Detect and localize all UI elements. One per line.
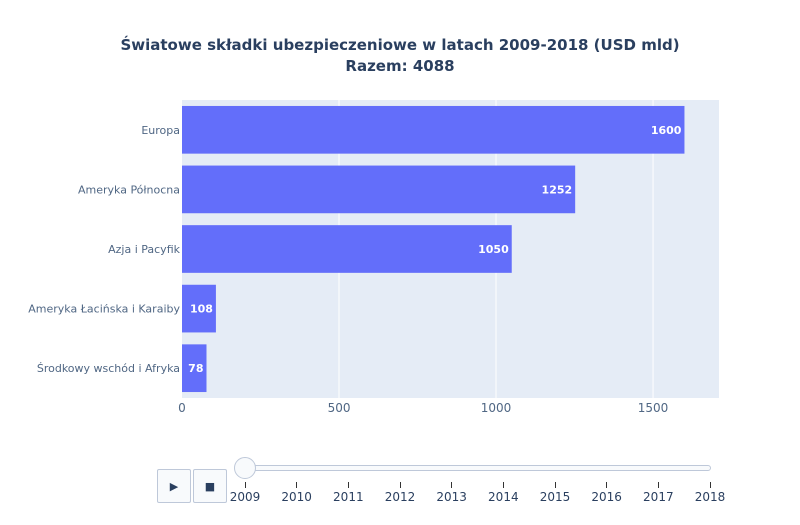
category-label: Azja i Pacyfik bbox=[108, 243, 181, 256]
play-button[interactable]: ▶ bbox=[157, 469, 191, 503]
slider-tick bbox=[244, 482, 246, 488]
slider-step-2010[interactable]: 2010 bbox=[272, 482, 322, 504]
slider-step-label: 2012 bbox=[384, 490, 416, 504]
slider-tick bbox=[347, 482, 349, 488]
year-slider-rail[interactable] bbox=[243, 465, 711, 471]
bar bbox=[182, 284, 216, 333]
slider-tick bbox=[606, 482, 608, 488]
slider-step-2012[interactable]: 2012 bbox=[375, 482, 425, 504]
bar bbox=[182, 105, 685, 154]
data-label: 78 bbox=[188, 362, 203, 375]
slider-step-label: 2015 bbox=[539, 490, 571, 504]
slider-tick bbox=[657, 482, 659, 488]
data-label: 1050 bbox=[478, 243, 509, 256]
slider-tick bbox=[502, 482, 504, 488]
slider-step-label: 2011 bbox=[333, 490, 364, 504]
play-icon: ▶ bbox=[169, 479, 179, 493]
slider-tick bbox=[709, 482, 711, 488]
slider-step-2013[interactable]: 2013 bbox=[427, 482, 477, 504]
x-tick-label: 1500 bbox=[638, 401, 669, 415]
slider-step-label: 2014 bbox=[488, 490, 519, 504]
slider-step-label: 2009 bbox=[229, 490, 261, 504]
slider-tick bbox=[399, 482, 401, 488]
chart-subtitle-total: Razem: 4088 bbox=[345, 57, 455, 75]
bar-chart: 0 500 1000 1500 Europa 1600 Ameryka Północna 12… bbox=[28, 100, 719, 415]
category-label: Środkowy wschód i Afryka bbox=[37, 362, 180, 375]
slider-step-2015[interactable]: 2015 bbox=[530, 482, 580, 504]
slider-step-label: 2010 bbox=[281, 490, 312, 504]
x-tick-label: 0 bbox=[178, 401, 186, 415]
chart-title: Światowe składki ubezpieczeniowe w latac… bbox=[120, 36, 680, 54]
slider-tick bbox=[451, 482, 453, 488]
slider-step-2018[interactable]: 2018 bbox=[685, 482, 735, 504]
bar bbox=[182, 165, 576, 214]
bar bbox=[182, 225, 512, 273]
slider-step-2017[interactable]: 2017 bbox=[633, 482, 683, 504]
category-label: Europa bbox=[141, 124, 180, 137]
slider-step-label: 2013 bbox=[436, 490, 467, 504]
slider-step-label: 2016 bbox=[591, 490, 622, 504]
stop-icon: ■ bbox=[204, 479, 216, 493]
bar bbox=[182, 344, 207, 393]
stop-button[interactable]: ■ bbox=[193, 469, 227, 503]
category-label: Ameryka Łacińska i Karaiby bbox=[28, 303, 180, 316]
data-label: 1600 bbox=[651, 124, 682, 137]
x-tick-label: 1000 bbox=[481, 401, 512, 415]
slider-step-2016[interactable]: 2016 bbox=[582, 482, 632, 504]
slider-tick bbox=[296, 482, 298, 488]
year-slider-handle[interactable] bbox=[234, 457, 256, 479]
slider-step-label: 2017 bbox=[643, 490, 674, 504]
data-label: 108 bbox=[190, 303, 213, 316]
x-tick-label: 500 bbox=[328, 401, 351, 415]
data-label: 1252 bbox=[542, 183, 573, 196]
slider-step-2009[interactable]: 2009 bbox=[220, 482, 270, 504]
slider-step-label: 2018 bbox=[694, 490, 726, 504]
slider-step-2011[interactable]: 2011 bbox=[323, 482, 373, 504]
category-label: Ameryka Północna bbox=[78, 183, 180, 196]
slider-step-2014[interactable]: 2014 bbox=[478, 482, 528, 504]
slider-tick bbox=[554, 482, 556, 488]
